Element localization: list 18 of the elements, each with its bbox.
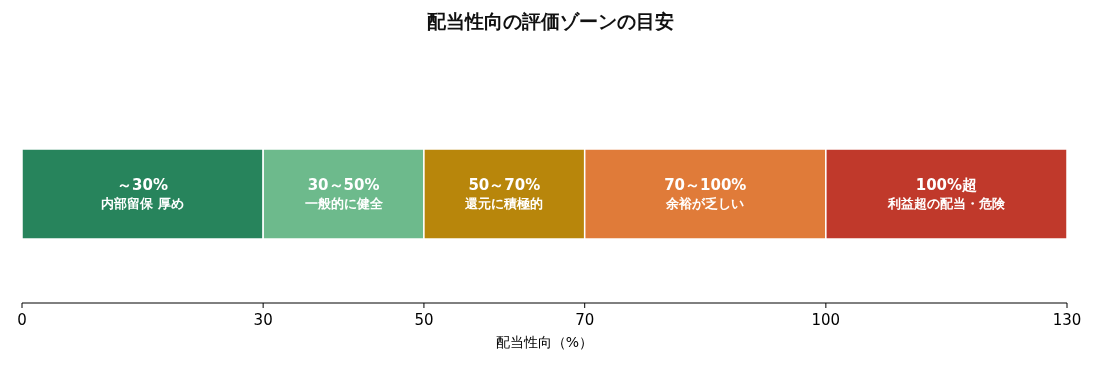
annotation: 内部留保 厚め <box>101 196 184 211</box>
series-label: ～30% <box>117 176 169 194</box>
annotation: 利益超の配当・危険 <box>886 196 1006 211</box>
series-label: 30～50% <box>307 176 380 194</box>
annotation: 還元に積極的 <box>464 196 544 211</box>
x-tick-label: 100 <box>811 311 841 329</box>
annotation: 一般的に健全 <box>304 196 384 211</box>
series-label: 50～70% <box>468 176 541 194</box>
annotation: 余裕が乏しい <box>665 196 745 211</box>
x-tick-label: 30 <box>253 311 273 329</box>
x-tick-label: 130 <box>1052 311 1082 329</box>
x-tick-label: 0 <box>17 311 27 329</box>
chart-title: 配当性向の評価ゾーンの目安 <box>426 10 674 32</box>
series-label: 70～100% <box>664 176 747 194</box>
x-axis-title: 配当性向（%） <box>495 334 594 350</box>
x-tick-label: 50 <box>414 311 434 329</box>
x-tick-label: 70 <box>575 311 595 329</box>
series-label: 100%超 <box>915 176 978 194</box>
